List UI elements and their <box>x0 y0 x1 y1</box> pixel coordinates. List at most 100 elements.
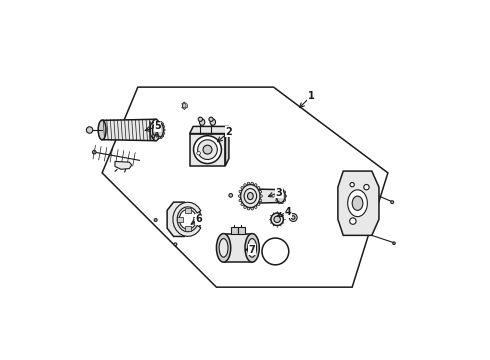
Ellipse shape <box>289 213 297 221</box>
Ellipse shape <box>179 210 196 229</box>
Ellipse shape <box>259 190 262 193</box>
Ellipse shape <box>352 196 363 210</box>
Ellipse shape <box>163 126 165 127</box>
Ellipse shape <box>157 135 159 137</box>
Ellipse shape <box>98 120 106 140</box>
Polygon shape <box>102 119 156 141</box>
Text: 1: 1 <box>308 91 315 101</box>
Ellipse shape <box>209 117 213 121</box>
Ellipse shape <box>284 191 286 193</box>
Ellipse shape <box>182 104 186 108</box>
Ellipse shape <box>276 189 285 203</box>
Ellipse shape <box>241 203 244 206</box>
Ellipse shape <box>210 119 216 125</box>
Bar <box>193 217 198 222</box>
Ellipse shape <box>239 190 242 193</box>
Ellipse shape <box>257 186 260 189</box>
Ellipse shape <box>247 193 253 200</box>
Polygon shape <box>102 87 388 287</box>
Ellipse shape <box>162 135 164 137</box>
Ellipse shape <box>284 199 286 201</box>
Ellipse shape <box>157 123 164 137</box>
Ellipse shape <box>244 189 257 203</box>
Ellipse shape <box>254 206 257 208</box>
Ellipse shape <box>156 132 158 134</box>
Ellipse shape <box>247 182 250 185</box>
Ellipse shape <box>239 195 241 197</box>
Ellipse shape <box>197 140 218 159</box>
Ellipse shape <box>251 207 253 210</box>
Ellipse shape <box>219 239 228 257</box>
Ellipse shape <box>160 121 162 123</box>
Ellipse shape <box>194 136 221 163</box>
Ellipse shape <box>281 188 283 190</box>
Ellipse shape <box>197 152 200 155</box>
Ellipse shape <box>244 206 246 208</box>
Ellipse shape <box>93 150 96 154</box>
Ellipse shape <box>274 216 280 222</box>
Bar <box>177 217 183 222</box>
Text: 3: 3 <box>275 188 282 198</box>
Ellipse shape <box>251 182 253 185</box>
Ellipse shape <box>276 191 277 193</box>
Ellipse shape <box>198 117 202 121</box>
Polygon shape <box>190 126 229 134</box>
Ellipse shape <box>86 127 93 133</box>
Ellipse shape <box>199 119 205 125</box>
Ellipse shape <box>271 213 283 226</box>
Polygon shape <box>190 134 225 166</box>
Ellipse shape <box>162 123 164 125</box>
Polygon shape <box>250 189 281 203</box>
Ellipse shape <box>241 186 244 189</box>
Ellipse shape <box>203 145 212 154</box>
Ellipse shape <box>159 137 160 139</box>
Ellipse shape <box>151 119 160 141</box>
Ellipse shape <box>163 129 165 131</box>
Ellipse shape <box>247 207 250 210</box>
Ellipse shape <box>275 195 277 197</box>
Ellipse shape <box>163 132 165 134</box>
Ellipse shape <box>159 121 160 123</box>
Ellipse shape <box>157 123 159 125</box>
Ellipse shape <box>260 195 262 197</box>
Bar <box>238 227 245 234</box>
Ellipse shape <box>174 204 201 234</box>
Ellipse shape <box>364 184 369 190</box>
Ellipse shape <box>150 122 156 138</box>
Ellipse shape <box>155 129 157 131</box>
Ellipse shape <box>154 219 157 221</box>
Ellipse shape <box>276 199 277 201</box>
Text: 4: 4 <box>285 207 291 217</box>
Ellipse shape <box>156 126 158 127</box>
Polygon shape <box>167 202 184 237</box>
Polygon shape <box>115 161 132 169</box>
Ellipse shape <box>292 216 295 219</box>
Bar <box>231 227 238 234</box>
Ellipse shape <box>259 199 262 202</box>
Ellipse shape <box>152 125 157 135</box>
Ellipse shape <box>239 199 242 202</box>
Ellipse shape <box>245 234 259 262</box>
Ellipse shape <box>241 184 260 208</box>
Ellipse shape <box>229 194 232 197</box>
Polygon shape <box>173 202 201 237</box>
Polygon shape <box>225 126 229 166</box>
Ellipse shape <box>350 183 354 187</box>
Ellipse shape <box>247 239 257 257</box>
Ellipse shape <box>174 243 177 246</box>
Ellipse shape <box>392 242 395 244</box>
Ellipse shape <box>348 190 368 217</box>
Ellipse shape <box>217 234 231 262</box>
Text: 7: 7 <box>249 245 255 255</box>
Text: 2: 2 <box>225 127 232 137</box>
Ellipse shape <box>278 202 280 204</box>
Bar <box>185 226 191 231</box>
Ellipse shape <box>391 201 393 203</box>
Bar <box>185 208 191 213</box>
Ellipse shape <box>262 238 289 265</box>
Polygon shape <box>223 234 252 262</box>
Ellipse shape <box>244 184 246 186</box>
Text: 5: 5 <box>154 121 161 131</box>
Ellipse shape <box>254 184 257 186</box>
Polygon shape <box>338 171 379 235</box>
